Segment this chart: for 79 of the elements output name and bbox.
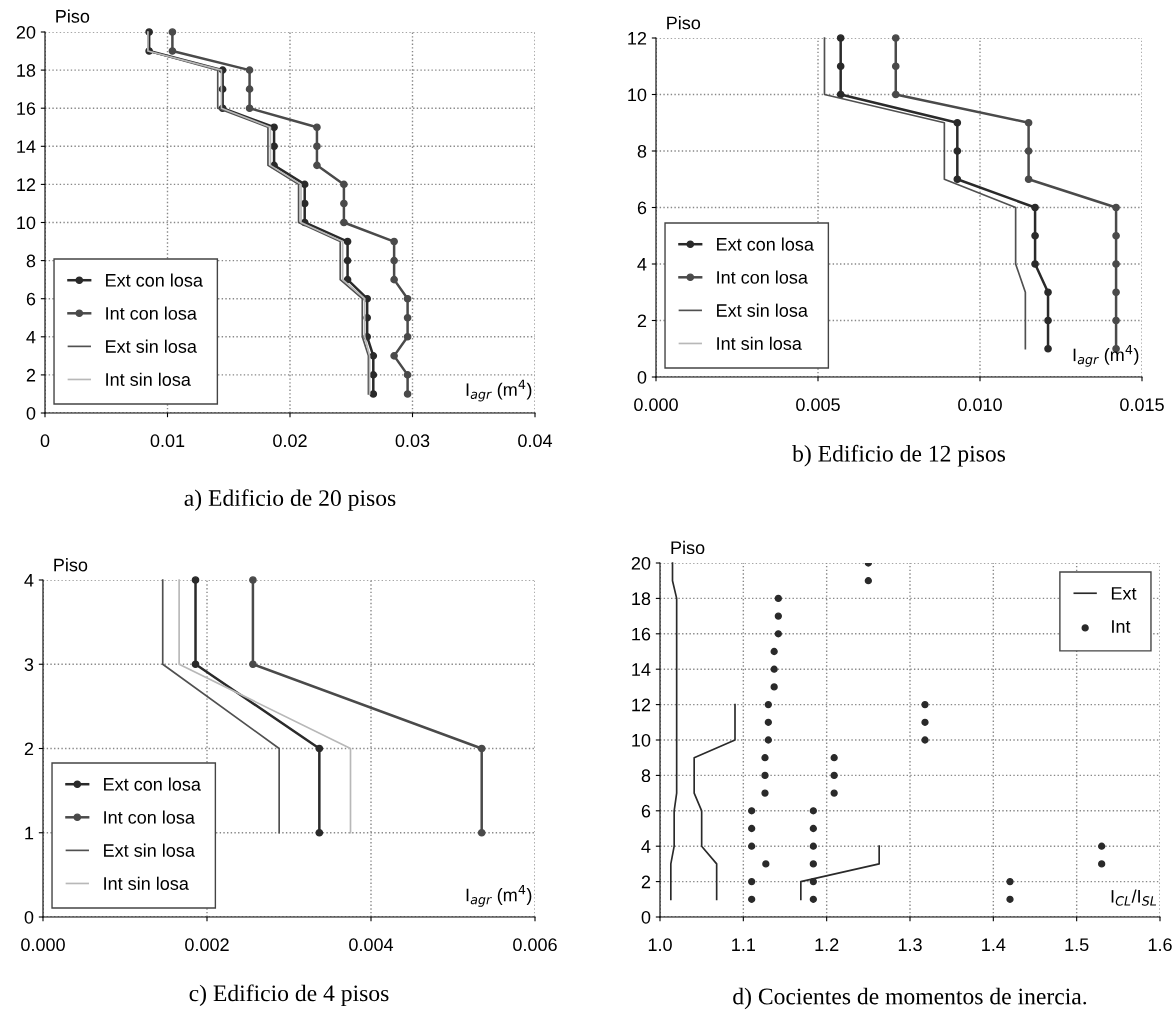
y-tick-label: 6 — [637, 201, 647, 215]
y-tick-label: 1 — [25, 826, 34, 840]
x-tick-label: 0.015 — [1120, 398, 1164, 412]
y-tick-label: 6 — [641, 804, 651, 818]
y-tick-label: 20 — [631, 556, 651, 570]
text: d) Cocientes de momentos de inercia. — [733, 987, 1087, 1010]
x-tick-label: 0 — [40, 434, 50, 448]
legend-label: Int sin losa — [106, 372, 191, 386]
legend-label: Ext con losa — [106, 273, 203, 287]
y-tick-label: 6 — [26, 292, 36, 306]
y-tick-label: 2 — [26, 368, 36, 382]
y-tick-label: 4 — [26, 330, 36, 344]
y-tick-label: 10 — [628, 88, 647, 102]
legend-label: Int con losa — [106, 306, 197, 320]
legend-label: Ext sin losa — [104, 843, 195, 857]
legend-label: Int con losa — [104, 810, 195, 824]
y-tick-label: 16 — [17, 102, 36, 115]
y-tick-label: 10 — [632, 733, 651, 747]
y-tick-label: 12 — [628, 31, 647, 45]
x-tick-label: 0.01 — [150, 434, 185, 448]
text: c) Edificio de 4 pisos — [189, 984, 389, 1007]
y-tick-label: 8 — [641, 769, 651, 783]
x-tick-label: 0.010 — [958, 398, 1002, 412]
x-axis-title: I$_{agr}$ (m$^{4}$) — [466, 379, 532, 402]
legend-label: Int con losa — [717, 270, 808, 284]
text: b) Edificio de 12 pisos — [792, 444, 1006, 467]
x-tick-label: 0.03 — [395, 434, 430, 448]
x-tick-label: 1.1 — [732, 938, 755, 951]
x-tick-label: 1.4 — [982, 938, 1006, 951]
y-axis-title: Piso — [54, 558, 88, 572]
x-tick-label: 1.0 — [648, 938, 672, 952]
y-tick-label: 16 — [632, 627, 651, 641]
x-tick-label: 0.006 — [513, 938, 557, 952]
legend-label: Ext sin losa — [106, 339, 197, 353]
y-tick-label: 12 — [632, 698, 651, 712]
x-tick-label: 1.2 — [815, 938, 839, 951]
legend-label: Int — [1112, 620, 1131, 633]
x-tick-label: 0.04 — [518, 434, 553, 448]
x-axis-title: I$_{CL}$/I$_{SL}$ — [1111, 889, 1157, 906]
y-tick-label: 3 — [24, 658, 34, 671]
y-tick-label: 10 — [17, 216, 36, 230]
y-tick-label: 0 — [24, 910, 34, 924]
y-tick-label: 4 — [641, 840, 651, 853]
text: a) Edificio de 20 pisos — [184, 489, 396, 511]
x-tick-label: 0.02 — [273, 434, 307, 448]
y-tick-label: 20 — [16, 25, 36, 39]
x-axis-title: I$_{agr}$ (m$^{4}$) — [466, 885, 532, 907]
y-tick-label: 14 — [17, 140, 36, 153]
x-tick-label: 1.6 — [1148, 938, 1172, 952]
y-tick-label: 2 — [24, 742, 34, 756]
y-tick-label: 2 — [637, 314, 647, 328]
legend-label: Int sin losa — [104, 876, 189, 890]
y-tick-label: 18 — [632, 592, 651, 606]
y-tick-label: 14 — [632, 663, 651, 676]
legend-label: Ext sin losa — [717, 303, 808, 317]
x-axis-title: I$_{agr}$ (m$^{4}$) — [1073, 344, 1139, 367]
y-tick-label: 0 — [641, 910, 651, 924]
legend-label: Ext con losa — [104, 777, 201, 791]
x-tick-label: 1.3 — [898, 938, 922, 952]
x-tick-label: 0.000 — [634, 398, 678, 412]
x-tick-label: 0.002 — [185, 938, 229, 952]
y-axis-title: Piso — [667, 16, 701, 30]
x-tick-label: 0.000 — [21, 938, 65, 952]
legend-label: Ext con losa — [717, 237, 814, 251]
y-tick-label: 12 — [17, 178, 36, 191]
x-tick-label: 0.005 — [796, 398, 840, 412]
x-tick-label: 0.004 — [349, 938, 394, 952]
x-tick-label: 1.5 — [1065, 938, 1089, 952]
y-tick-label: 18 — [17, 64, 36, 77]
y-tick-label: 0 — [637, 370, 647, 384]
y-tick-label: 4 — [637, 258, 647, 271]
legend-label: Ext — [1111, 587, 1137, 600]
y-tick-label: 2 — [641, 875, 651, 889]
y-tick-label: 8 — [26, 254, 36, 268]
y-axis-title: Piso — [56, 9, 90, 23]
legend-label: Int sin losa — [717, 336, 802, 350]
y-tick-label: 8 — [637, 144, 647, 158]
y-axis-title: Piso — [671, 540, 705, 555]
y-tick-label: 4 — [24, 574, 34, 587]
